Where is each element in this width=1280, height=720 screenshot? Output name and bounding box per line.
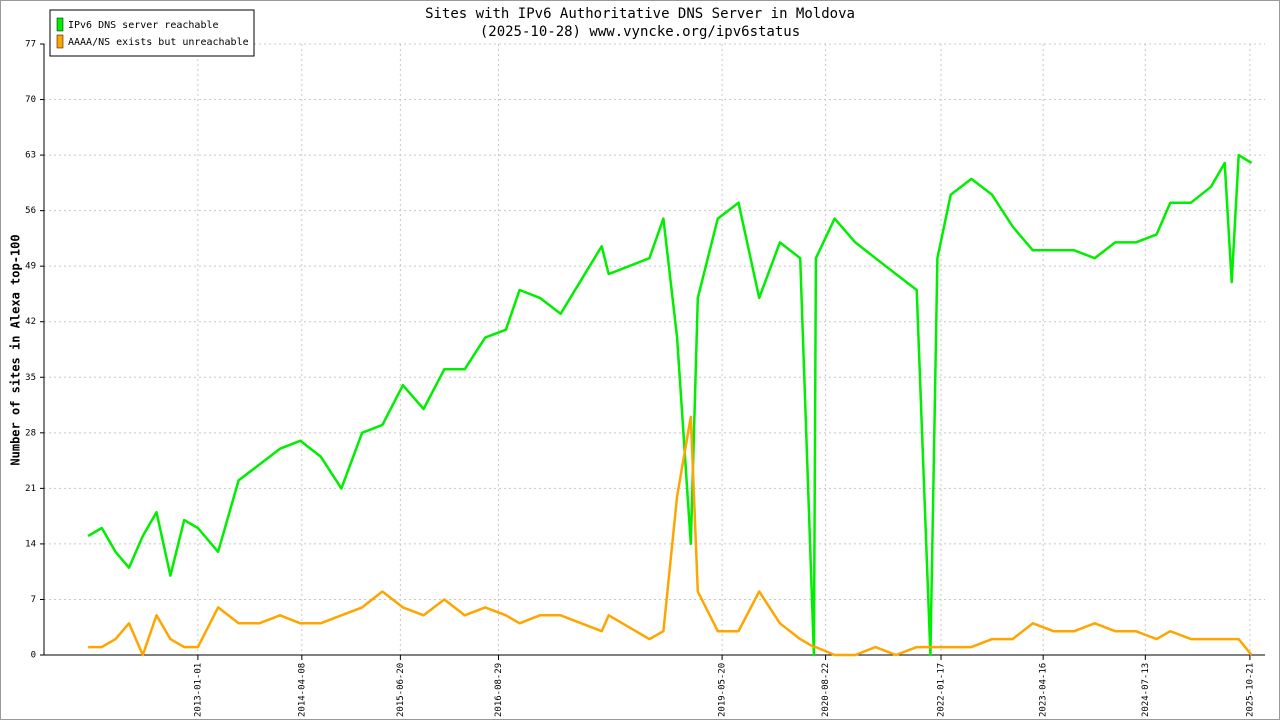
x-tick-label: 2015-06-20: [396, 663, 406, 717]
y-tick-label: 14: [25, 539, 36, 549]
y-tick-label: 42: [25, 317, 36, 327]
y-tick-label: 56: [25, 206, 36, 216]
y-tick-label: 70: [25, 95, 36, 105]
legend-swatch: [56, 34, 64, 49]
legend-label: AAAA/NS exists but unreachable: [68, 37, 249, 48]
chart-subtitle: (2025-10-28) www.vyncke.org/ipv6status: [480, 24, 800, 40]
y-tick-label: 28: [25, 428, 36, 438]
y-tick-label: 49: [25, 262, 36, 272]
x-tick-label: 2016-08-29: [494, 663, 504, 717]
x-tick-label: 2022-01-17: [937, 663, 947, 717]
x-tick-label: 2024-07-13: [1141, 663, 1151, 717]
x-tick-label: 2014-04-08: [297, 663, 307, 717]
x-tick-label: 2020-08-22: [821, 663, 831, 717]
y-tick-label: 7: [31, 595, 36, 605]
y-tick-label: 63: [25, 151, 36, 161]
y-tick-label: 35: [25, 373, 36, 383]
series-line: [88, 415, 1253, 657]
x-tick-label: 2023-04-16: [1039, 663, 1049, 717]
x-tick-label: 2025-10-21: [1245, 663, 1255, 717]
legend-box: [49, 9, 255, 57]
y-tick-label: 0: [31, 651, 36, 661]
y-tick-label: 77: [25, 40, 36, 50]
x-tick-label: 2013-01-01: [193, 663, 203, 717]
legend-label: IPv6 DNS server reachable: [68, 20, 219, 31]
y-tick-label: 21: [25, 484, 36, 494]
series-line: [87, 153, 1253, 657]
legend: IPv6 DNS server reachable AAAA/NS exists …: [49, 9, 255, 57]
chart-title: Sites with IPv6 Authoritative DNS Server…: [425, 6, 855, 22]
legend-swatch: [56, 17, 64, 32]
x-tick-label: 2019-05-20: [718, 663, 728, 717]
y-axis-label: Number of sites in Alexa top-100: [9, 234, 23, 465]
